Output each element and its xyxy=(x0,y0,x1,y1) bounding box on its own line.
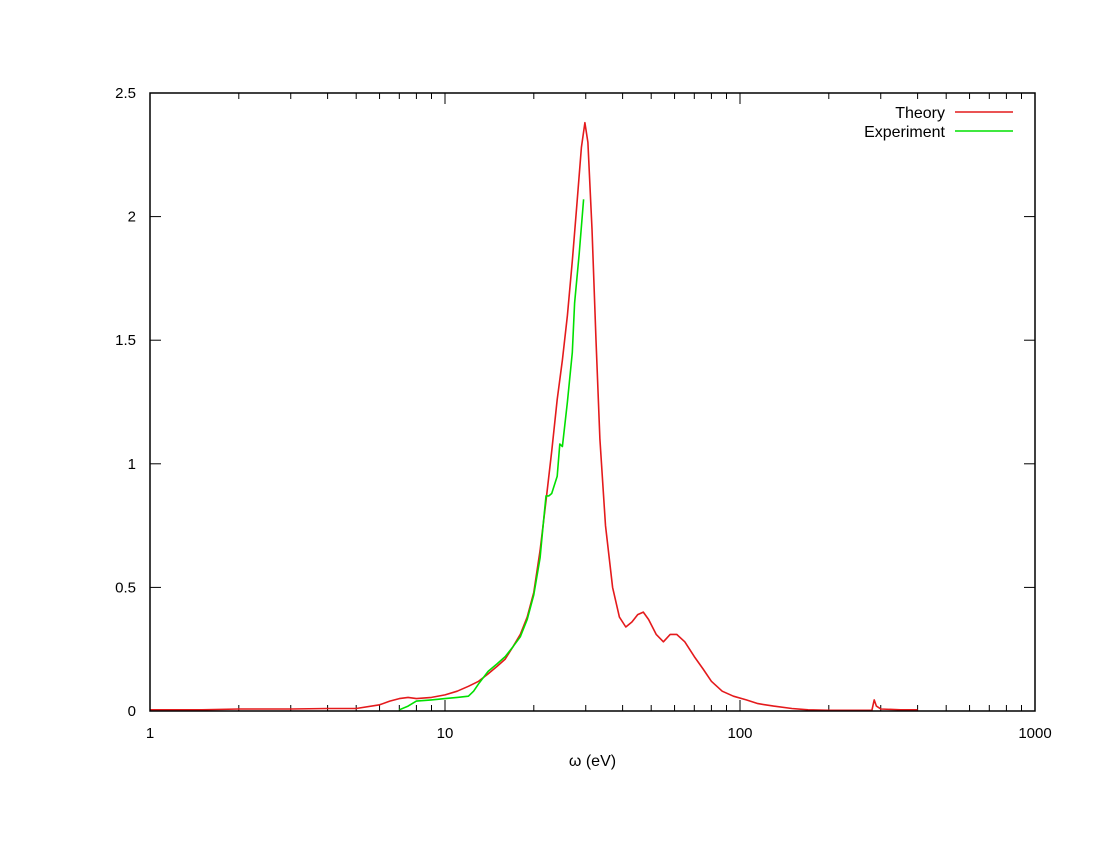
y-tick-label: 0.5 xyxy=(115,579,136,596)
x-axis-tick-labels: 1 10 100 1000 xyxy=(146,725,1052,742)
x-tick-label: 1 xyxy=(146,725,154,742)
y-tick-label: 1 xyxy=(128,456,136,473)
y-axis-tick-labels: 0 0.5 1 1.5 2 2.5 xyxy=(115,85,136,720)
legend-label-experiment: Experiment xyxy=(864,124,945,141)
y-tick-label: 2.5 xyxy=(115,85,136,102)
plot-frame xyxy=(149,92,1036,712)
y-tick-label: 2 xyxy=(128,209,136,226)
series-line-theory xyxy=(150,121,918,712)
x-axis-title: ω (eV) xyxy=(569,753,616,770)
legend: Theory Experiment xyxy=(864,105,1013,141)
x-tick-label: 100 xyxy=(727,725,752,742)
x-tick-label: 10 xyxy=(437,725,454,742)
legend-label-theory: Theory xyxy=(895,105,945,122)
series-lines xyxy=(150,121,918,712)
x-tick-label: 1000 xyxy=(1018,725,1051,742)
y-tick-label: 0 xyxy=(128,703,136,720)
x-axis-ticks xyxy=(149,93,1023,711)
y-axis-ticks xyxy=(150,92,1035,712)
y-tick-label: 1.5 xyxy=(115,332,136,349)
series-line-experiment xyxy=(398,199,585,711)
